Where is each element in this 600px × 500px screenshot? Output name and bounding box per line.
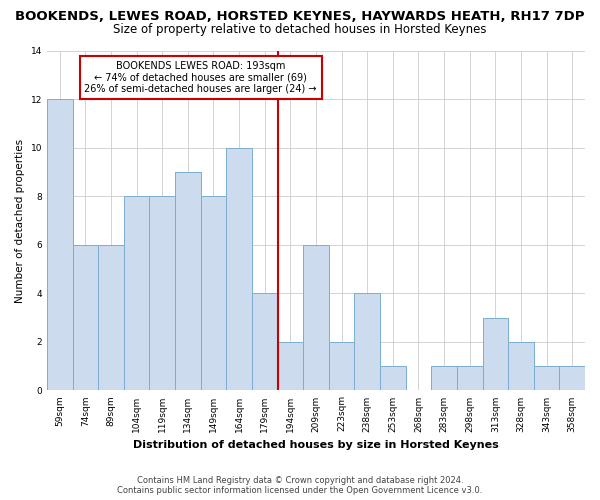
Bar xyxy=(380,366,406,390)
Bar xyxy=(226,148,252,390)
Bar xyxy=(47,100,73,391)
Bar xyxy=(278,342,303,390)
Bar xyxy=(124,196,149,390)
Bar xyxy=(303,245,329,390)
Bar xyxy=(329,342,355,390)
Bar xyxy=(252,294,278,390)
Y-axis label: Number of detached properties: Number of detached properties xyxy=(15,138,25,303)
Bar xyxy=(149,196,175,390)
Text: Contains HM Land Registry data © Crown copyright and database right 2024.
Contai: Contains HM Land Registry data © Crown c… xyxy=(118,476,482,495)
Bar xyxy=(508,342,534,390)
Bar xyxy=(559,366,585,390)
Text: BOOKENDS LEWES ROAD: 193sqm
← 74% of detached houses are smaller (69)
26% of sem: BOOKENDS LEWES ROAD: 193sqm ← 74% of det… xyxy=(85,60,317,94)
Bar xyxy=(431,366,457,390)
Text: Size of property relative to detached houses in Horsted Keynes: Size of property relative to detached ho… xyxy=(113,22,487,36)
Bar xyxy=(457,366,482,390)
Bar xyxy=(534,366,559,390)
X-axis label: Distribution of detached houses by size in Horsted Keynes: Distribution of detached houses by size … xyxy=(133,440,499,450)
Bar xyxy=(98,245,124,390)
Bar xyxy=(482,318,508,390)
Bar xyxy=(200,196,226,390)
Bar xyxy=(175,172,200,390)
Bar xyxy=(73,245,98,390)
Text: BOOKENDS, LEWES ROAD, HORSTED KEYNES, HAYWARDS HEATH, RH17 7DP: BOOKENDS, LEWES ROAD, HORSTED KEYNES, HA… xyxy=(15,10,585,23)
Bar xyxy=(355,294,380,390)
